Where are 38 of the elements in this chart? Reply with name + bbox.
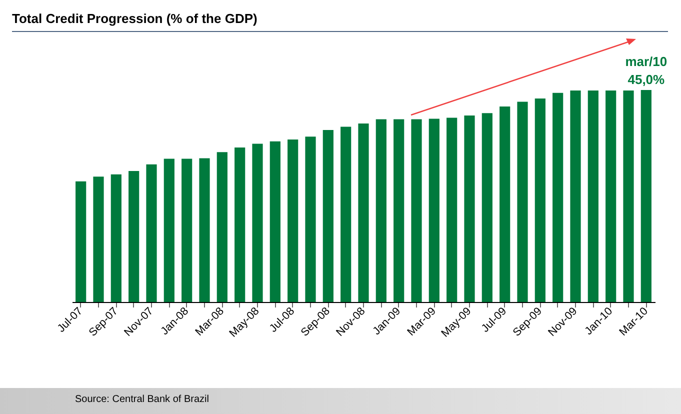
bar <box>252 144 263 302</box>
bar <box>411 119 422 302</box>
bar <box>517 102 528 302</box>
bar <box>552 92 564 302</box>
bar <box>340 126 352 302</box>
bar <box>288 139 298 302</box>
bar <box>428 118 440 302</box>
bar <box>464 115 475 302</box>
bar <box>305 136 316 302</box>
bar <box>322 130 334 302</box>
bar <box>146 164 157 302</box>
bar <box>199 158 210 302</box>
bar <box>623 90 634 302</box>
bar <box>394 119 404 302</box>
source-note: Source: Central Bank of Brazil <box>75 394 209 405</box>
bar <box>534 98 546 302</box>
bar <box>234 147 246 302</box>
chart-title: Total Credit Progression (% of the GDP) <box>12 11 258 26</box>
footer-strip: Source: Central Bank of Brazil <box>0 388 681 414</box>
bar <box>570 90 581 302</box>
bar <box>358 123 369 302</box>
bar <box>270 141 280 302</box>
bar <box>128 171 140 302</box>
bar <box>482 113 492 302</box>
bar <box>376 119 386 302</box>
bar <box>216 152 228 302</box>
bar <box>76 181 86 302</box>
bar <box>640 90 652 302</box>
bar <box>182 158 192 302</box>
annotation: mar/10 <box>625 54 668 69</box>
data-label: 45,0% <box>628 72 666 87</box>
bar <box>93 176 104 302</box>
bar <box>164 158 174 302</box>
bar <box>606 90 616 302</box>
bar <box>446 118 458 302</box>
bar <box>500 106 510 302</box>
bar <box>110 174 122 302</box>
bar <box>588 90 598 302</box>
